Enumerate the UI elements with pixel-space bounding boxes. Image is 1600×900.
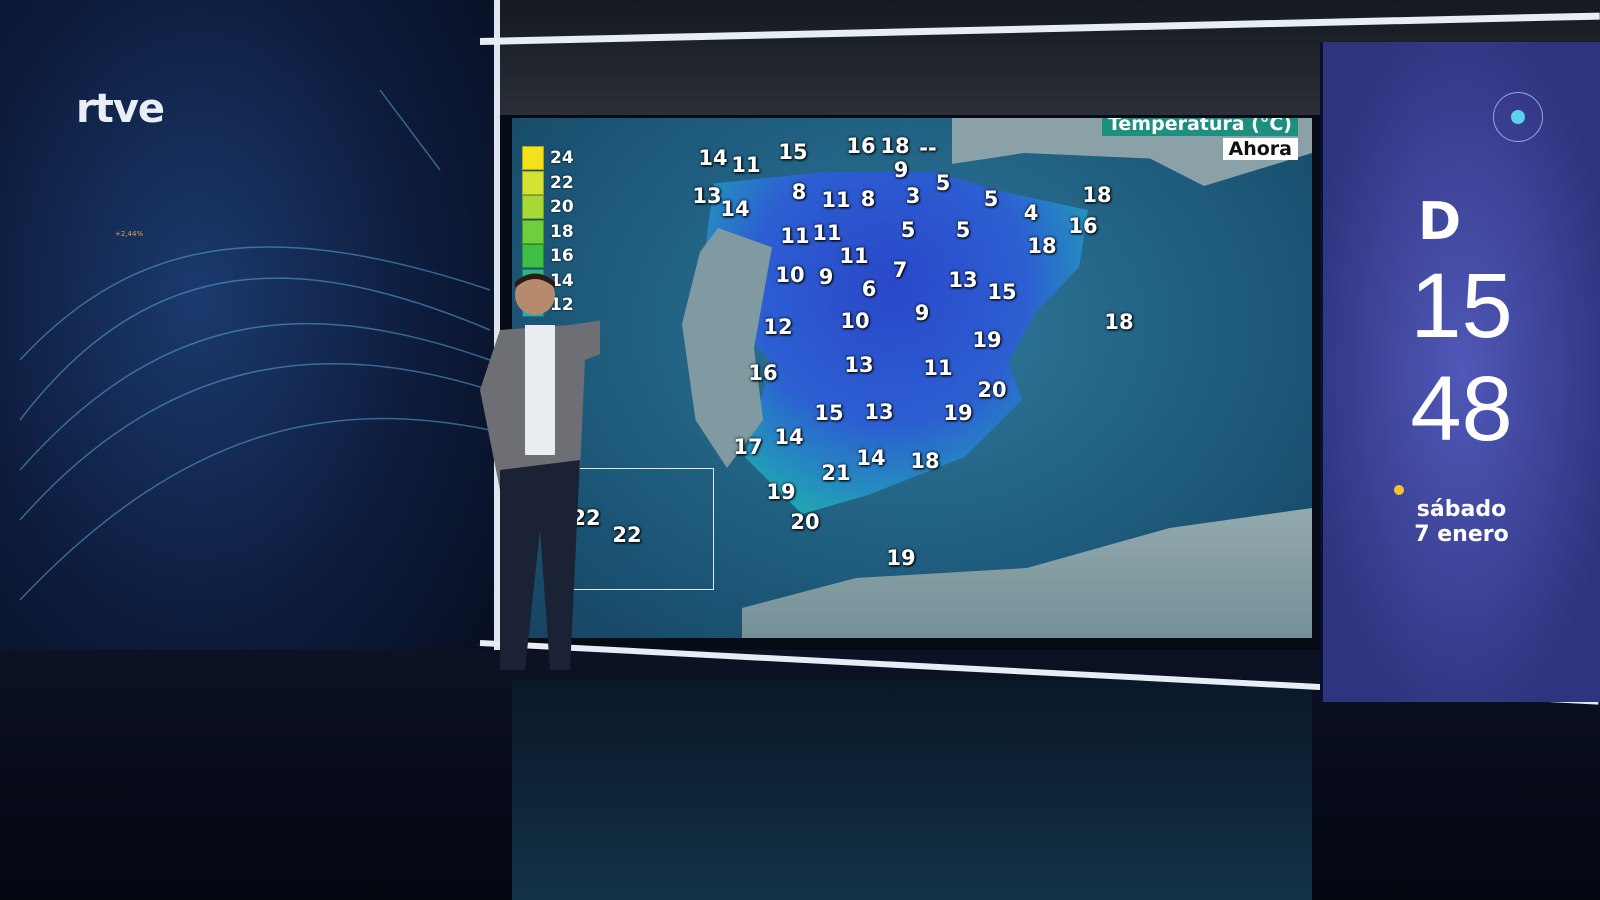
- ticker-text: +2,44%: [115, 230, 144, 238]
- temperature-label: 21: [821, 461, 851, 485]
- map-subtitle: Ahora: [1222, 138, 1298, 160]
- temperature-label: 5: [900, 218, 916, 242]
- legend-label: 24: [550, 148, 574, 169]
- temperature-label: 5: [983, 187, 999, 211]
- legend-row: 20: [522, 195, 574, 220]
- sun-icon: [1394, 485, 1404, 495]
- legend-row: 24: [522, 146, 574, 171]
- temperature-label: 13: [948, 268, 978, 292]
- map-temperature-field-spain: [705, 172, 1088, 514]
- temperature-label: 19: [972, 328, 1002, 352]
- temperature-label: 16: [846, 134, 876, 158]
- temperature-label: 13: [844, 353, 874, 377]
- temperature-label: 22: [612, 523, 642, 547]
- temperature-label: 14: [774, 425, 804, 449]
- temperature-label: 13: [692, 184, 722, 208]
- temperature-label: 9: [818, 265, 834, 289]
- temperature-label: 18: [1104, 310, 1134, 334]
- date-display: sábado 7 enero: [1323, 497, 1600, 547]
- presenter: [480, 273, 600, 670]
- temperature-label: 9: [914, 301, 930, 325]
- temperature-label: 15: [987, 280, 1017, 304]
- temperature-label: 15: [814, 401, 844, 425]
- temperature-label: 17: [733, 435, 763, 459]
- legend-swatch: [522, 170, 544, 195]
- day-name: sábado: [1416, 497, 1507, 522]
- temperature-label: 18: [1082, 183, 1112, 207]
- temperature-label: 14: [698, 146, 728, 170]
- weather-map: 24 22 20 18 16 14 12 Temperatura (°C) Ahora 14…: [512, 118, 1312, 638]
- temperature-label: 8: [860, 187, 876, 211]
- legend-row: 16: [522, 244, 574, 269]
- legend-swatch: [522, 244, 544, 269]
- clock-hours: 15: [1410, 255, 1513, 357]
- temperature-label: 11: [839, 244, 869, 268]
- legend-label: 12: [550, 295, 574, 316]
- light-streaks: [19, 89, 491, 601]
- floor-reflection: [512, 680, 1312, 900]
- temperature-label: 16: [748, 361, 778, 385]
- day-date: 7 enero: [1414, 522, 1509, 547]
- ring-icon: [1493, 92, 1543, 142]
- legend-row: 18: [522, 219, 574, 245]
- temperature-label: --: [919, 136, 937, 160]
- temperature-label: 3: [905, 184, 921, 208]
- temperature-label: 5: [955, 218, 971, 242]
- temperature-label: 9: [893, 158, 909, 182]
- legend-row: 22: [522, 170, 574, 196]
- temperature-label: 11: [731, 153, 761, 177]
- temperature-label: 14: [856, 446, 886, 470]
- temperature-label: 10: [840, 309, 870, 333]
- studio-left-wall: rtve +2,44%: [0, 0, 500, 740]
- temperature-label: 19: [766, 480, 796, 504]
- temperature-label: 13: [864, 400, 894, 424]
- clock-panel: D 15 48 sábado 7 enero: [1320, 42, 1600, 702]
- temperature-label: 11: [780, 224, 810, 248]
- map-title-box: Temperatura (°C) Ahora: [1101, 118, 1298, 160]
- temperature-label: 20: [790, 510, 820, 534]
- temperature-label: 18: [910, 449, 940, 473]
- clock-minutes: 48: [1410, 358, 1513, 460]
- legend-label: 22: [550, 172, 574, 193]
- temperature-label: 12: [763, 315, 793, 339]
- temperature-label: 11: [923, 356, 953, 380]
- temperature-label: 7: [892, 258, 908, 282]
- legend-swatch: [522, 195, 544, 220]
- temperature-label: 6: [861, 277, 877, 301]
- legend-swatch: [522, 219, 544, 244]
- temperature-label: 15: [778, 140, 808, 164]
- legend-label: 16: [550, 246, 574, 267]
- legend-label: 14: [550, 270, 574, 291]
- temperature-label: 11: [821, 188, 851, 212]
- temperature-label: 19: [943, 401, 973, 425]
- map-title: Temperatura (°C): [1101, 118, 1298, 136]
- channel-logo: D: [1418, 192, 1462, 252]
- temperature-label: 19: [886, 546, 916, 570]
- legend-label: 20: [550, 197, 574, 218]
- temperature-label: 5: [935, 171, 951, 195]
- temperature-label: 16: [1068, 214, 1098, 238]
- temperature-label: 11: [812, 221, 842, 245]
- temperature-label: 4: [1023, 201, 1039, 225]
- temperature-label: 20: [977, 378, 1007, 402]
- temperature-label: 8: [791, 180, 807, 204]
- temperature-label: 18: [880, 134, 910, 158]
- temperature-label: 10: [775, 263, 805, 287]
- temperature-label: 18: [1027, 234, 1057, 258]
- rtve-logo: rtve: [76, 86, 165, 132]
- legend-swatch: [522, 146, 544, 171]
- legend-label: 18: [550, 221, 574, 242]
- temperature-label: 14: [720, 197, 750, 221]
